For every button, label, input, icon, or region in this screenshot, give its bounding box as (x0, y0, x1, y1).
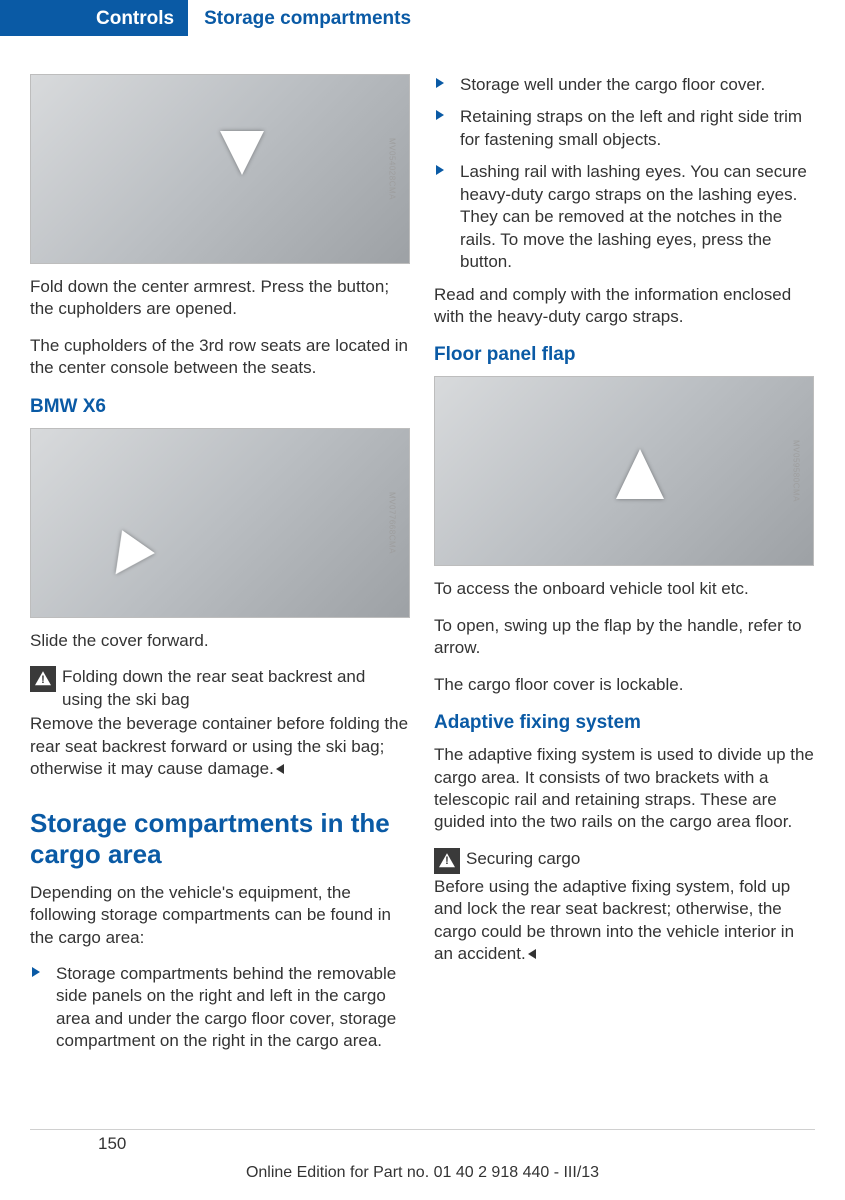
arrow-down-icon (220, 131, 264, 175)
warning-block: Securing cargo (434, 848, 814, 874)
content-columns: MV054028CMA Fold down the center armrest… (0, 74, 845, 1063)
bullet-list: Storage well under the cargo floor cover… (434, 74, 814, 274)
paragraph: Fold down the center armrest. Press the … (30, 276, 410, 321)
triangle-bullet-icon (436, 78, 444, 88)
warning-title: Folding down the rear seat backrest and … (62, 666, 410, 711)
header-section-title: Storage compartments (188, 0, 411, 36)
bullet-list: Storage compartments behind the removabl… (30, 963, 410, 1053)
figure-slide-cover: MV077668CMA (30, 428, 410, 618)
figure-code: MV077668CMA (388, 492, 397, 554)
header-accent (0, 0, 14, 36)
arrow-diagonal-icon (99, 530, 155, 586)
warning-body: Before using the adaptive fixing system,… (434, 876, 814, 966)
arrow-up-icon (616, 449, 664, 499)
heading-floor-panel: Floor panel flap (434, 344, 814, 366)
list-item: Storage compartments behind the removabl… (30, 963, 410, 1053)
list-item: Retaining straps on the left and right s… (434, 106, 814, 151)
header-controls-tab: Controls (14, 0, 188, 36)
warning-icon (30, 666, 56, 692)
list-item-text: Lashing rail with lashing eyes. You can … (460, 162, 807, 271)
paragraph: The adaptive fixing system is used to di… (434, 744, 814, 834)
paragraph: The cupholders of the 3rd row seats are … (30, 335, 410, 380)
paragraph: Read and comply with the information enc… (434, 284, 814, 329)
triangle-bullet-icon (32, 967, 40, 977)
footer-divider (30, 1129, 815, 1130)
list-item: Storage well under the cargo floor cover… (434, 74, 814, 96)
triangle-bullet-icon (436, 165, 444, 175)
right-column: Storage well under the cargo floor cover… (434, 74, 814, 1063)
paragraph: To access the onboard vehicle tool kit e… (434, 578, 814, 600)
paragraph: To open, swing up the flap by the handle… (434, 615, 814, 660)
list-item-text: Storage compartments behind the removabl… (56, 964, 396, 1050)
warning-block: Folding down the rear seat backrest and … (30, 666, 410, 711)
page-number: 150 (98, 1134, 126, 1154)
paragraph: Depending on the vehicle's equipment, th… (30, 882, 410, 949)
heading-adaptive-fixing: Adaptive fixing system (434, 712, 814, 734)
footer-edition: Online Edition for Part no. 01 40 2 918 … (0, 1164, 845, 1182)
figure-code: MV059580CMA (792, 440, 801, 502)
heading-bmw-x6: BMW X6 (30, 396, 410, 418)
warning-icon (434, 848, 460, 874)
figure-code: MV054028CMA (388, 138, 397, 200)
list-item-text: Retaining straps on the left and right s… (460, 107, 802, 148)
figure-armrest-cupholders: MV054028CMA (30, 74, 410, 264)
triangle-bullet-icon (436, 110, 444, 120)
end-mark-icon (276, 764, 284, 774)
paragraph: The cargo floor cover is lockable. (434, 674, 814, 696)
end-mark-icon (528, 949, 536, 959)
page-header: Controls Storage compartments (0, 0, 845, 36)
paragraph: Slide the cover forward. (30, 630, 410, 652)
figure-floor-flap: MV059580CMA (434, 376, 814, 566)
list-item: Lashing rail with lashing eyes. You can … (434, 161, 814, 273)
warning-title: Securing cargo (466, 848, 580, 870)
heading-storage-cargo: Storage compartments in the cargo area (30, 808, 410, 869)
warning-body: Remove the beverage container before fol… (30, 713, 410, 780)
list-item-text: Storage well under the cargo floor cover… (460, 75, 765, 94)
left-column: MV054028CMA Fold down the center armrest… (30, 74, 410, 1063)
